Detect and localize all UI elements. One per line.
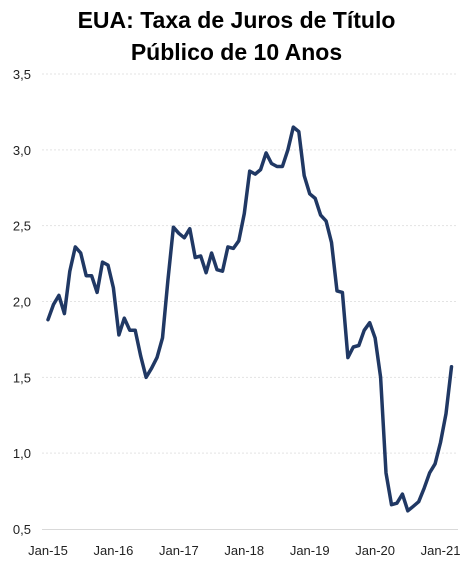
y-tick-label: 3,0 [13, 143, 31, 158]
x-tick-label: Jan-17 [159, 543, 199, 558]
x-tick-label: Jan-15 [28, 543, 68, 558]
x-tick-label: Jan-20 [355, 543, 395, 558]
x-tick-label: Jan-18 [224, 543, 264, 558]
chart-title-line-2: Público de 10 Anos [130, 39, 343, 65]
series-layer [46, 125, 454, 513]
y-tick-label: 2,0 [13, 295, 31, 310]
axes: 0,5 1,0 1,5 2,0 2,5 3,0 3,5 Jan-15 Jan-16 Jan-17 J… [13, 67, 461, 558]
chart-title: EUA: Taxa de Juros de Título Público de … [0, 4, 473, 68]
x-tick-label: Jan-19 [290, 543, 330, 558]
gridlines [42, 73, 458, 454]
y-tick-label: 0,5 [13, 522, 31, 537]
y-tick-label: 1,5 [13, 370, 31, 385]
series-line [46, 125, 454, 513]
y-tick-label: 1,0 [13, 446, 31, 461]
y-tick-label: 2,5 [13, 219, 31, 234]
chart-title-line-1: EUA: Taxa de Juros de Título [77, 7, 396, 33]
x-tick-label: Jan-16 [94, 543, 134, 558]
x-tick-label: Jan-21 [421, 543, 461, 558]
y-tick-label: 3,5 [13, 67, 31, 82]
